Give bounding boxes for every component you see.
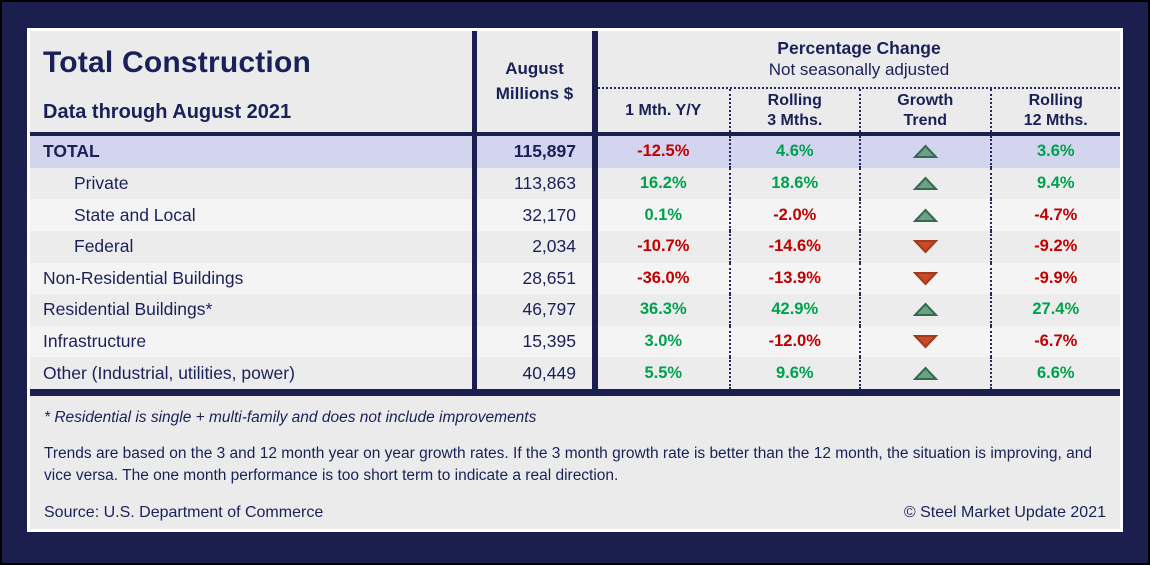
growth-trend-cell — [859, 294, 990, 326]
trends-explanation: Trends are based on the 3 and 12 month y… — [44, 445, 1093, 484]
table-row-private: Private 113,863 16.2% 18.6% 9.4% — [30, 167, 1121, 200]
percentage-change-header: Percentage Change Not seasonally adjuste… — [598, 31, 1120, 132]
pct-rolling-12m: -9.2% — [989, 230, 1121, 263]
trend-up-icon — [912, 144, 938, 159]
growth-trend-cell — [859, 230, 990, 263]
pct-rolling-12m: 27.4% — [989, 294, 1121, 326]
percentage-subcolumn-headers: 1 Mth. Y/Y Rolling 3 Mths. Growth Trend … — [598, 87, 1120, 132]
pct-1mth: -12.5% — [637, 142, 690, 161]
horizontal-divider — [30, 389, 1120, 396]
table-body: TOTAL 115,897 -12.5% 4.6% 3.6% Private 1… — [30, 136, 1120, 389]
pct-1mth: -10.7% — [637, 237, 690, 256]
pct-rolling-3m: 18.6% — [728, 167, 860, 200]
growth-trend-cell — [859, 262, 990, 295]
pct-1mth: 0.1% — [644, 205, 683, 224]
table-row-non-residential: Non-Residential Buildings 28,651 -36.0% … — [30, 262, 1121, 295]
trend-up-icon — [912, 366, 938, 380]
table-row-total: TOTAL 115,897 -12.5% 4.6% 3.6% — [30, 136, 1120, 168]
column-header-rolling-12mths: Rolling 12 Mths. — [989, 89, 1121, 132]
growth-trend-cell — [859, 325, 990, 358]
pct-rolling-12m: 3.6% — [989, 136, 1121, 168]
pct-1mth: 3.0% — [644, 332, 683, 351]
row-value: 32,170 — [472, 199, 598, 231]
table-row-federal: Federal 2,034 -10.7% -14.6% -9.2% — [30, 230, 1121, 263]
trend-down-icon — [912, 271, 938, 286]
copyright-text: © Steel Market Update 2021 — [903, 504, 1106, 521]
percentage-change-subtitle: Not seasonally adjusted — [768, 60, 950, 80]
trend-down-icon — [912, 240, 938, 254]
growth-trend-cell — [859, 136, 990, 168]
table-row-other: Other (Industrial, utilities, power) 40,… — [30, 357, 1120, 389]
row-value: 40,449 — [472, 357, 598, 389]
row-label: Infrastructure — [43, 331, 147, 352]
row-value: 15,395 — [472, 325, 598, 358]
row-value: 28,651 — [472, 262, 598, 295]
pct-1mth: 36.3% — [639, 300, 687, 319]
row-label: Federal — [74, 236, 134, 257]
pct-rolling-3m: -12.0% — [728, 325, 860, 358]
pct-1mth: 16.2% — [639, 173, 687, 192]
table-row-state-local: State and Local 32,170 0.1% -2.0% -4.7% — [30, 199, 1120, 231]
pct-rolling-3m: -13.9% — [728, 262, 860, 295]
column-header-rolling-3mths: Rolling 3 Mths. — [728, 89, 860, 132]
pct-rolling-12m: 9.4% — [989, 167, 1121, 200]
row-value: 46,797 — [472, 294, 598, 326]
table-header: Total Construction Data through August 2… — [30, 31, 1120, 136]
row-label: Non-Residential Buildings — [43, 267, 244, 288]
row-label: TOTAL — [43, 141, 100, 162]
percentage-change-title-block: Percentage Change Not seasonally adjuste… — [598, 31, 1120, 87]
row-label: Residential Buildings* — [43, 299, 213, 320]
row-label: Other (Industrial, utilities, power) — [43, 362, 295, 383]
pct-rolling-3m: -2.0% — [728, 199, 860, 231]
pct-rolling-12m: -4.7% — [989, 199, 1121, 231]
trend-up-icon — [912, 302, 938, 317]
trend-up-icon — [912, 176, 938, 190]
row-value: 113,863 — [472, 167, 598, 200]
growth-trend-cell — [859, 167, 990, 200]
pct-1mth: 5.5% — [644, 363, 683, 382]
pct-rolling-3m: -14.6% — [728, 230, 860, 263]
report-panel: Total Construction Data through August 2… — [27, 28, 1123, 532]
page-subtitle: Data through August 2021 — [43, 101, 292, 123]
attribution-row: Source: U.S. Department of Commerce © St… — [44, 504, 1106, 522]
notes-section: * Residential is single + multi-family a… — [30, 396, 1120, 529]
trend-down-icon — [912, 335, 938, 349]
pct-rolling-3m: 4.6% — [728, 136, 860, 168]
pct-rolling-3m: 9.6% — [728, 357, 860, 389]
pct-rolling-3m: 42.9% — [728, 294, 860, 326]
trend-up-icon — [912, 208, 938, 222]
row-value: 2,034 — [472, 230, 598, 263]
column-header-august-millions: August Millions $ — [472, 31, 598, 132]
title-cell: Total Construction Data through August 2… — [30, 31, 472, 132]
spacer — [44, 486, 1106, 504]
residential-footnote: * Residential is single + multi-family a… — [44, 409, 537, 426]
row-value: 115,897 — [472, 136, 598, 168]
row-label: Private — [74, 172, 129, 193]
table-row-infrastructure: Infrastructure 15,395 3.0% -12.0% -6.7% — [30, 325, 1121, 358]
pct-1mth: -36.0% — [637, 268, 690, 287]
column-header-growth-trend: Growth Trend — [859, 89, 990, 132]
pct-rolling-12m: 6.6% — [989, 357, 1121, 389]
pct-rolling-12m: -9.9% — [989, 262, 1121, 295]
source-text: Source: U.S. Department of Commerce — [44, 504, 324, 521]
growth-trend-cell — [859, 199, 990, 231]
pct-rolling-12m: -6.7% — [989, 325, 1121, 358]
table-row-residential: Residential Buildings* 46,797 36.3% 42.9… — [30, 294, 1120, 326]
growth-trend-cell — [859, 357, 990, 389]
column-header-1mth-yy: 1 Mth. Y/Y — [625, 101, 702, 119]
page-title: Total Construction — [43, 46, 312, 79]
row-label: State and Local — [74, 204, 196, 225]
percentage-change-title: Percentage Change — [777, 37, 941, 58]
